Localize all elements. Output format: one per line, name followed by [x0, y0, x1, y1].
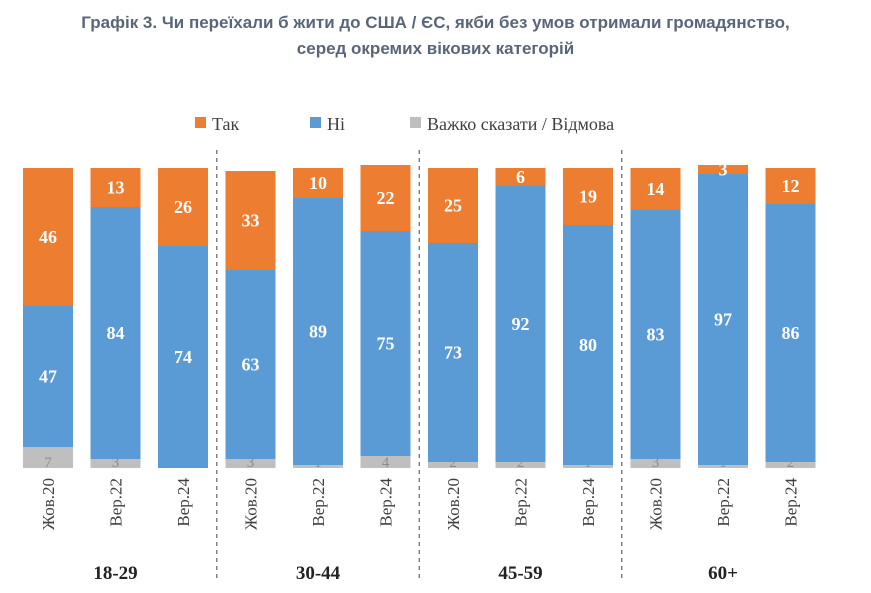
- bar-segment: [428, 168, 478, 243]
- bar-segment: [293, 465, 343, 468]
- data-label: 6: [516, 167, 525, 187]
- bar-segment: [360, 231, 411, 456]
- data-label: 97: [714, 310, 732, 330]
- x-tick-label: Вер.24: [377, 478, 396, 527]
- legend-swatch: [310, 117, 321, 128]
- x-tick-label: Жов.20: [39, 478, 58, 530]
- bar-segment: [495, 168, 546, 186]
- x-tick-label: Жов.20: [444, 478, 463, 530]
- data-label: 3: [719, 160, 728, 180]
- bar-segment: [158, 246, 208, 468]
- data-label: 92: [512, 314, 530, 334]
- x-tick-label: Вер.22: [512, 478, 531, 527]
- data-label: 63: [242, 355, 260, 375]
- bar-segment: [765, 204, 816, 462]
- legend-label: Так: [212, 114, 240, 134]
- legend-label: Ні: [327, 114, 345, 134]
- bar-segment: [225, 459, 276, 468]
- group-label: 30-44: [296, 563, 341, 584]
- bar-segment: [495, 186, 546, 462]
- bar-segment: [563, 465, 613, 468]
- bar-segment: [225, 171, 276, 270]
- group-label: 60+: [708, 563, 738, 584]
- legend-item: Ні: [310, 114, 345, 134]
- bar-segment: [90, 459, 141, 468]
- bar-segment: [495, 462, 546, 468]
- group-label: 18-29: [93, 563, 137, 584]
- data-label: 74: [174, 347, 192, 367]
- bar-segment: [158, 168, 208, 246]
- bar-segment: [698, 465, 748, 468]
- data-label: 7: [44, 455, 52, 471]
- data-label: 75: [377, 334, 395, 354]
- chart-title-line-1: Графік 3. Чи переїхали б жити до США / Є…: [81, 13, 790, 32]
- data-label: 13: [107, 178, 125, 198]
- data-label: 83: [647, 325, 665, 345]
- data-label: 3: [112, 455, 120, 471]
- x-tick-label: Вер.22: [714, 478, 733, 527]
- bar-segment: [765, 462, 816, 468]
- legend-item: Важко сказати / Відмова: [410, 114, 614, 134]
- data-label: 46: [39, 227, 57, 247]
- legend-item: Так: [195, 114, 240, 134]
- data-label: 22: [377, 188, 395, 208]
- bar-segment: [360, 456, 411, 468]
- bar-segment: [293, 168, 343, 198]
- data-label: 14: [647, 179, 665, 199]
- bar-segment: [225, 270, 276, 459]
- bar-segment: [698, 174, 748, 465]
- data-label: 73: [444, 343, 462, 363]
- data-label: 25: [444, 196, 462, 216]
- legend-swatch: [410, 117, 421, 128]
- data-label: 2: [449, 455, 457, 471]
- data-label: 12: [782, 176, 800, 196]
- bar-segment: [23, 447, 73, 468]
- bar-segment: [765, 168, 816, 204]
- data-label: 33: [242, 211, 260, 231]
- bar-segment: [563, 168, 613, 225]
- data-label: 3: [247, 455, 255, 471]
- bar-segment: [90, 207, 141, 459]
- bar-segment: [90, 168, 141, 207]
- data-label: 3: [652, 455, 660, 471]
- bar-segment: [293, 198, 343, 465]
- x-tick-label: Вер.24: [579, 478, 598, 527]
- chart-title: Графік 3. Чи переїхали б жити до США / Є…: [0, 10, 871, 62]
- data-label: 2: [517, 455, 525, 471]
- data-label: 26: [174, 197, 192, 217]
- x-tick-label: Жов.20: [242, 478, 261, 530]
- data-label: 86: [782, 323, 800, 343]
- data-label: 84: [107, 323, 125, 343]
- x-tick-label: Вер.22: [107, 478, 126, 527]
- bar-segment: [360, 165, 411, 231]
- bar-segment: [563, 225, 613, 465]
- data-label: 19: [579, 187, 597, 207]
- x-tick-label: Вер.22: [309, 478, 328, 527]
- group-label: 45-59: [498, 563, 542, 584]
- data-label: 2: [787, 455, 795, 471]
- legend-label: Важко сказати / Відмова: [427, 114, 614, 134]
- bar-segment: [630, 168, 681, 210]
- bar-segment: [23, 306, 73, 447]
- x-tick-label: Жов.20: [647, 478, 666, 530]
- chart-title-line-2: серед окремих вікових категорій: [296, 39, 575, 58]
- data-label: 80: [579, 335, 597, 355]
- data-label: 47: [39, 367, 57, 387]
- bar-segment: [630, 210, 681, 459]
- bar-segment: [428, 462, 478, 468]
- bar-segment: [428, 243, 478, 462]
- data-label: 4: [382, 455, 390, 471]
- data-label: 10: [309, 173, 327, 193]
- data-label: 89: [309, 322, 327, 342]
- x-tick-label: Вер.24: [174, 478, 193, 527]
- bar-segment: [630, 459, 681, 468]
- bar-segment: [23, 168, 73, 306]
- legend-swatch: [195, 117, 206, 128]
- bar-segment: [698, 165, 748, 174]
- x-tick-label: Вер.24: [782, 478, 801, 527]
